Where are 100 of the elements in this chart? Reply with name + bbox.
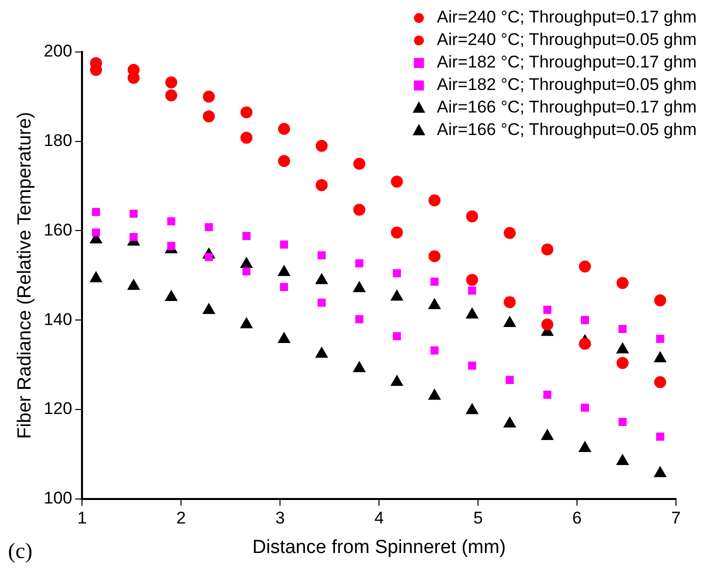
text: (c) <box>8 538 32 563</box>
point <box>616 454 629 466</box>
point <box>468 362 476 370</box>
point <box>506 376 514 384</box>
legend-label: Air=240 °C; Throughput=0.05 ghm <box>436 30 697 50</box>
point <box>280 282 288 292</box>
point <box>618 324 627 334</box>
point <box>353 204 366 216</box>
point <box>280 240 288 249</box>
point <box>92 228 100 237</box>
x-tick-label: 6 <box>572 508 582 528</box>
point <box>167 217 176 226</box>
point <box>541 318 554 331</box>
x-tick-label: 7 <box>671 508 681 528</box>
point <box>578 260 591 272</box>
point <box>430 278 439 286</box>
point <box>240 257 253 268</box>
point <box>316 140 328 152</box>
point <box>278 122 290 135</box>
point <box>202 90 215 103</box>
point <box>428 298 441 310</box>
point <box>165 290 178 302</box>
point <box>204 223 213 232</box>
point <box>656 432 664 441</box>
point <box>580 316 589 324</box>
point <box>543 306 552 314</box>
y-tick-label: 120 <box>44 399 72 418</box>
point <box>578 441 592 452</box>
point <box>130 232 138 242</box>
point <box>167 242 176 250</box>
point <box>580 404 589 412</box>
legend-label: Air=182 °C; Throughput=0.05 ghm <box>436 75 697 94</box>
point <box>353 361 366 372</box>
point <box>353 281 366 292</box>
point <box>316 273 328 284</box>
point <box>616 342 629 354</box>
point <box>202 110 215 122</box>
point <box>92 208 100 216</box>
point <box>504 416 516 428</box>
point <box>616 356 629 369</box>
point <box>242 232 250 240</box>
x-axis-title: Distance from Spinneret (mm) <box>252 536 506 558</box>
point <box>541 243 554 256</box>
point <box>504 226 516 239</box>
point <box>278 332 290 344</box>
y-tick-label: 100 <box>44 488 72 508</box>
point <box>656 334 664 343</box>
point <box>504 316 516 327</box>
point <box>240 318 253 328</box>
point <box>242 267 250 276</box>
point <box>278 155 290 168</box>
point <box>543 390 552 399</box>
point <box>353 158 366 170</box>
point <box>466 308 478 318</box>
point <box>240 132 252 144</box>
legend-label: Air=166 °C; Throughput=0.05 ghm <box>436 120 697 140</box>
point <box>390 226 403 239</box>
point <box>428 250 441 262</box>
y-tick-label: 200 <box>44 42 72 61</box>
point <box>392 269 401 278</box>
point <box>165 89 178 102</box>
point <box>504 296 516 308</box>
x-tick-label: 5 <box>473 508 483 528</box>
point <box>654 466 666 478</box>
point <box>466 403 478 414</box>
point <box>390 290 404 301</box>
point <box>240 106 252 118</box>
point <box>318 251 326 260</box>
y-tick-label: 160 <box>44 220 72 240</box>
point <box>90 272 102 282</box>
point <box>428 389 441 400</box>
point <box>618 418 627 426</box>
point <box>466 274 478 286</box>
point <box>654 352 666 362</box>
point <box>355 259 364 268</box>
point <box>578 338 591 350</box>
point <box>654 376 666 388</box>
y-tick-label: 180 <box>44 131 72 150</box>
point <box>392 332 401 340</box>
y-tick-label: 140 <box>44 310 72 329</box>
point <box>616 276 629 289</box>
legend-label: Air=182 °C; Throughput=0.17 ghm <box>436 52 697 72</box>
x-tick-label: 1 <box>77 508 87 528</box>
point <box>541 429 554 440</box>
point <box>355 315 364 324</box>
point <box>468 286 476 295</box>
point <box>128 279 140 290</box>
y-axis-title: Fiber Radiance (Relative Temperature) <box>14 112 36 439</box>
point <box>430 346 439 354</box>
point <box>390 375 404 386</box>
x-tick-label: 2 <box>176 508 186 528</box>
x-tick-label: 4 <box>374 508 384 528</box>
legend-label: Air=166 °C; Throughput=0.17 ghm <box>436 98 697 117</box>
point <box>165 76 178 88</box>
point <box>466 210 478 222</box>
point <box>278 265 290 276</box>
point <box>202 303 215 314</box>
point <box>130 210 138 218</box>
legend-label: Air=240 °C; Throughput=0.17 ghm <box>436 8 697 27</box>
point <box>316 347 328 358</box>
